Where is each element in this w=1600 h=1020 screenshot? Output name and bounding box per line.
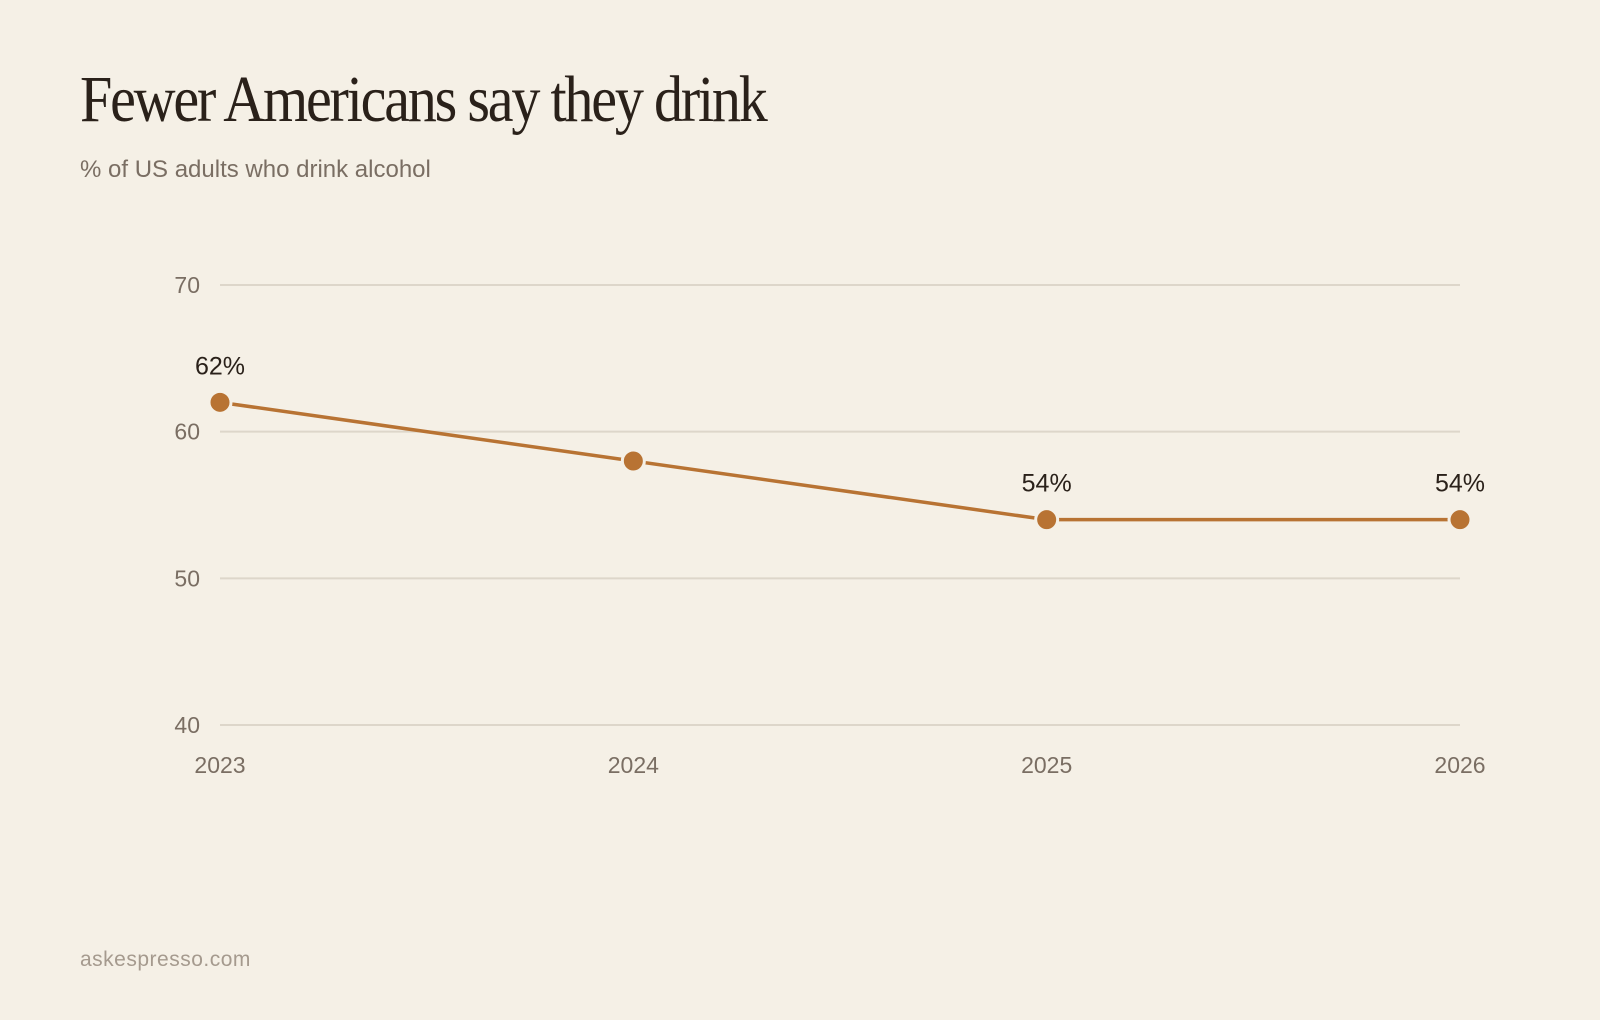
data-point-2026 [1447, 507, 1473, 533]
data-labels: 62% 54% 54% [195, 352, 1485, 497]
series-line-layer [218, 400, 1462, 522]
y-tick-label: 70 [174, 272, 200, 298]
data-label-2023: 62% [195, 352, 245, 380]
y-tick-label: 40 [174, 712, 200, 738]
x-tick-label: 2025 [1021, 752, 1072, 778]
source-footer: askespresso.com [80, 948, 251, 971]
data-points [207, 389, 1473, 533]
data-point-2023 [207, 389, 233, 415]
data-point-2025 [1034, 507, 1060, 533]
chart-title: Fewer Americans say they drink [80, 63, 768, 136]
x-tick-label: 2023 [194, 752, 245, 778]
y-tick-label: 60 [174, 419, 200, 445]
data-point-2024 [620, 448, 646, 474]
chart-subtitle: % of US adults who drink alcohol [80, 156, 431, 183]
x-tick-label: 2026 [1434, 752, 1485, 778]
data-label-2025: 54% [1022, 470, 1072, 498]
gridlines [220, 284, 1460, 726]
data-label-2026: 54% [1435, 470, 1485, 498]
y-tick-label: 50 [174, 565, 200, 591]
x-axis-ticks: 2023 2024 2025 2026 [194, 752, 1485, 778]
series-line [218, 400, 1462, 522]
y-axis-ticks: 40 50 60 70 [174, 272, 200, 738]
x-tick-label: 2024 [608, 752, 659, 778]
